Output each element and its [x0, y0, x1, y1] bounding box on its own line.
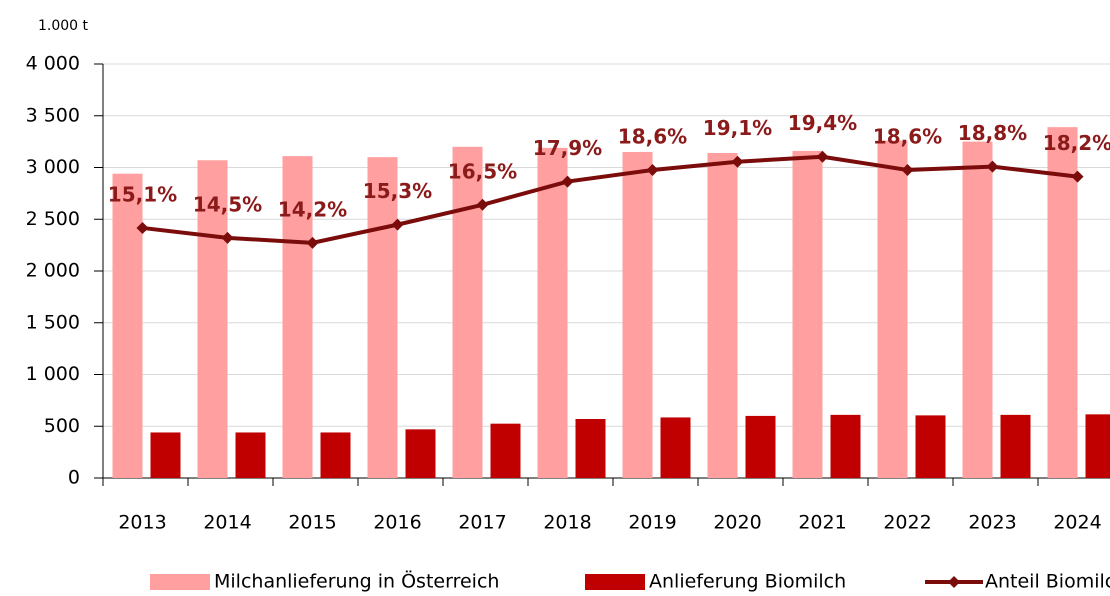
line-marker — [306, 236, 319, 249]
data-label: 19,1% — [703, 116, 772, 140]
bar — [235, 432, 266, 478]
bar — [320, 432, 351, 478]
bar — [792, 150, 823, 478]
bar — [745, 415, 776, 478]
data-label: 18,6% — [873, 124, 942, 148]
data-label: 18,8% — [958, 121, 1027, 145]
bar — [282, 156, 313, 479]
x-tick-label: 2021 — [798, 512, 846, 534]
bar — [707, 153, 738, 478]
data-label: 19,4% — [788, 111, 857, 135]
bar — [490, 423, 521, 478]
data-label: 18,2% — [1043, 131, 1110, 155]
line-marker — [476, 198, 489, 211]
bar — [452, 146, 483, 479]
bar — [197, 160, 228, 478]
bar — [367, 157, 398, 478]
legend-swatch — [585, 574, 645, 590]
data-label: 15,1% — [108, 182, 177, 206]
bar — [622, 151, 653, 478]
bar — [1047, 127, 1078, 478]
bar — [405, 429, 436, 478]
data-label: 15,3% — [363, 179, 432, 203]
bar — [877, 140, 908, 478]
line-marker — [901, 163, 914, 176]
data-label: 17,9% — [533, 136, 602, 160]
data-label: 18,6% — [618, 124, 687, 148]
bar — [962, 141, 993, 478]
x-tick-label: 2022 — [883, 512, 931, 534]
y-tick-label: 1 000 — [26, 363, 80, 385]
x-tick-label: 2020 — [713, 512, 761, 534]
bar — [660, 417, 691, 478]
bar — [537, 147, 568, 478]
line — [142, 154, 1078, 245]
x-tick-label: 2015 — [288, 512, 336, 534]
data-label: 14,2% — [278, 197, 347, 221]
data-label: 14,5% — [193, 192, 262, 216]
bar — [830, 414, 861, 478]
data-label: 16,5% — [448, 159, 517, 183]
legend-label: Anteil Biomilch — [985, 571, 1110, 593]
y-tick-label: 4 000 — [26, 53, 80, 75]
x-tick-label: 2017 — [458, 512, 506, 534]
line-marker — [136, 221, 149, 234]
x-tick-label: 2019 — [628, 512, 676, 534]
x-tick-label: 2018 — [543, 512, 591, 534]
line-marker — [221, 231, 234, 244]
y-tick-label: 500 — [44, 415, 80, 437]
y-tick-label: 1 500 — [26, 311, 80, 333]
line-marker — [816, 150, 829, 163]
line-marker — [391, 218, 404, 231]
x-tick-label: 2023 — [968, 512, 1016, 534]
bar — [915, 415, 946, 478]
legend-marker — [948, 576, 960, 588]
line-marker — [1071, 170, 1084, 183]
y-axis-label: 1.000 t — [38, 18, 89, 34]
bar — [150, 432, 181, 478]
x-tick-label: 2013 — [118, 512, 166, 534]
line-marker — [646, 163, 659, 176]
bar — [575, 419, 606, 478]
legend-label: Milchanlieferung in Österreich — [214, 570, 499, 593]
y-tick-label: 2 000 — [26, 260, 80, 282]
bar — [112, 173, 143, 478]
x-tick-label: 2014 — [203, 512, 251, 534]
y-tick-label: 3 500 — [26, 104, 80, 126]
bar — [1085, 414, 1110, 478]
bar — [1000, 414, 1031, 478]
y-tick-label: 3 000 — [26, 156, 80, 178]
x-tick-label: 2016 — [373, 512, 421, 534]
legend-label: Anlieferung Biomilch — [649, 571, 846, 593]
line-marker — [561, 175, 574, 188]
y-tick-label: 2 500 — [26, 208, 80, 230]
line-marker — [731, 155, 744, 168]
x-tick-label: 2024 — [1053, 512, 1101, 534]
line-marker — [986, 160, 999, 173]
legend-swatch — [150, 574, 210, 590]
y-tick-label: 0 — [68, 467, 80, 489]
